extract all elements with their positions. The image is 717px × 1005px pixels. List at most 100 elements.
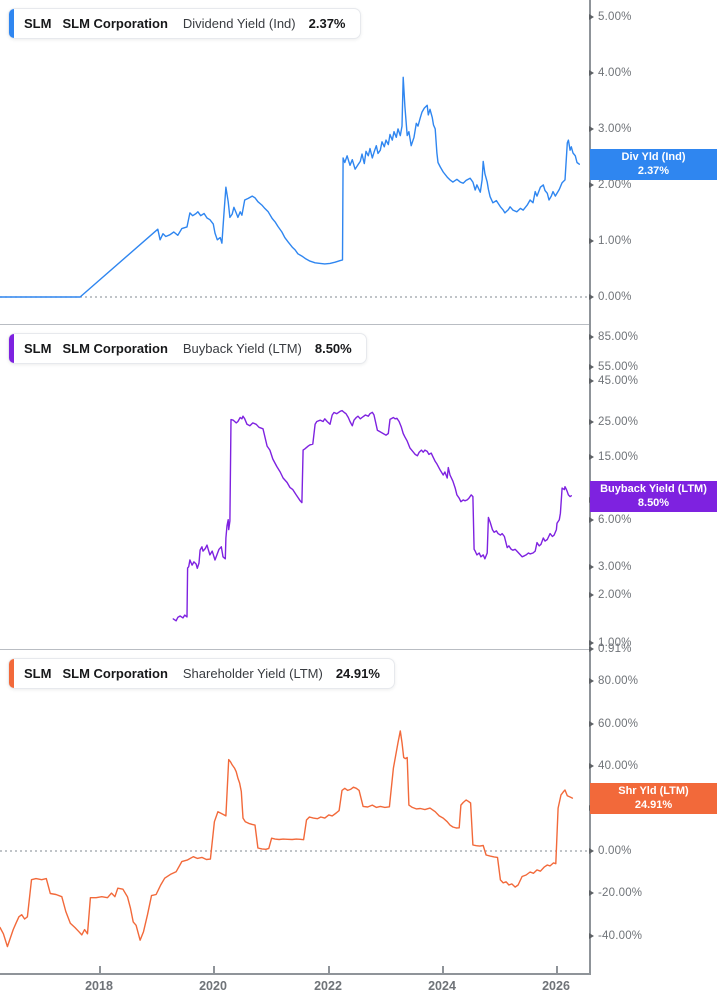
y-tick-label: 3.00%: [598, 123, 632, 135]
y-tick-2.00%: 2.00%: [589, 588, 632, 602]
y-tick-1.00%: 1.00%: [589, 234, 632, 248]
y-tick-3.00%: 3.00%: [589, 560, 632, 574]
metric-label: Dividend Yield (Ind): [182, 16, 296, 31]
y-tick-4.00%: 4.00%: [589, 66, 632, 80]
tick-arrow-icon: [589, 294, 594, 300]
x-tick-label-2020: 2020: [199, 979, 227, 993]
y-tick-label: 0.91%: [598, 643, 632, 655]
y-tick-6.00%: 6.00%: [589, 513, 632, 527]
buyback-yield-chart: [172, 409, 572, 622]
y-tick-label: 1.00%: [598, 637, 632, 649]
y-tick-label: 4.00%: [598, 67, 632, 79]
dividend-yield-ind--line: [0, 76, 580, 298]
x-tick-label-2022: 2022: [314, 979, 342, 993]
ticker-label: SLM: [24, 16, 52, 31]
tick-arrow-icon: [589, 364, 594, 370]
tick-arrow-icon: [589, 640, 594, 646]
y-tick-label: 45.00%: [598, 375, 639, 387]
y-tick-label: -20.00%: [598, 887, 643, 899]
x-tick-label-2018: 2018: [85, 979, 113, 993]
y-tick-label: 80.00%: [598, 675, 639, 687]
company-label: SLM Corporation: [62, 666, 168, 681]
tick-arrow-icon: [589, 890, 594, 896]
x-tick-label-2026: 2026: [542, 979, 570, 993]
y-tick-label: 1.00%: [598, 235, 632, 247]
dividend-yield-chart: [0, 76, 589, 298]
tick-arrow-icon: [589, 678, 594, 684]
y-tick-80.00%: 80.00%: [589, 674, 638, 688]
badge-series-value: 2.37%: [637, 164, 670, 177]
y-tick-55.00%: 55.00%: [589, 360, 638, 374]
tick-arrow-icon: [589, 721, 594, 727]
y-tick-label: 2.00%: [598, 179, 632, 191]
tick-arrow-icon: [589, 419, 594, 425]
metric-label: Buyback Yield (LTM): [182, 341, 302, 356]
last-value-badge-buyback-yield: Buyback Yield (LTM) 8.50%: [590, 481, 717, 512]
tick-arrow-icon: [589, 763, 594, 769]
tick-arrow-icon: [589, 933, 594, 939]
badge-series-name: Div Yld (Ind): [621, 151, 686, 163]
ticker-label: SLM: [24, 666, 52, 681]
y-tick-label: 0.00%: [598, 845, 632, 857]
y-tick--20.00%: -20.00%: [589, 886, 642, 900]
tick-arrow-icon: [589, 238, 594, 244]
legend-buyback-yield[interactable]: SLM SLM Corporation Buyback Yield (LTM) …: [8, 333, 367, 364]
y-tick-0.00%: 0.00%: [589, 290, 632, 304]
y-tick-label: 25.00%: [598, 416, 639, 428]
dividend-yield-panel: SLM SLM Corporation Dividend Yield (Ind)…: [0, 0, 717, 325]
company-label: SLM Corporation: [62, 16, 168, 31]
shareholder-yield-chart: [0, 730, 589, 948]
x-tick-mark: [328, 966, 330, 974]
last-value-badge-div-yld: Div Yld (Ind) 2.37%: [590, 149, 717, 180]
panel-divider: [0, 324, 590, 325]
y-tick-85.00%: 85.00%: [589, 330, 638, 344]
y-tick-0.91%: 0.91%: [589, 642, 632, 656]
metric-value: 8.50%: [314, 341, 352, 356]
y-tick-label: 0.00%: [598, 291, 632, 303]
tick-arrow-icon: [589, 14, 594, 20]
tick-arrow-icon: [589, 378, 594, 384]
metric-label: Shareholder Yield (LTM): [182, 666, 323, 681]
tick-arrow-icon: [589, 646, 594, 652]
y-tick-label: 40.00%: [598, 760, 639, 772]
series-color-bar: [9, 9, 14, 38]
company-label: SLM Corporation: [62, 341, 168, 356]
x-tick-mark: [213, 966, 215, 974]
y-tick-label: 60.00%: [598, 718, 639, 730]
legend-dividend-yield[interactable]: SLM SLM Corporation Dividend Yield (Ind)…: [8, 8, 361, 39]
y-tick--40.00%: -40.00%: [589, 929, 642, 943]
y-tick-2.00%: 2.00%: [589, 178, 632, 192]
y-tick-45.00%: 45.00%: [589, 374, 638, 388]
tick-arrow-icon: [589, 848, 594, 854]
badge-series-name: Buyback Yield (LTM): [600, 483, 707, 495]
y-tick-label: 15.00%: [598, 451, 639, 463]
y-tick-label: 2.00%: [598, 589, 632, 601]
x-tick-mark: [99, 966, 101, 974]
y-tick-label: 55.00%: [598, 361, 639, 373]
shareholder-yield-panel: SLM SLM Corporation Shareholder Yield (L…: [0, 650, 717, 974]
y-tick-label: 6.00%: [598, 514, 632, 526]
y-tick-5.00%: 5.00%: [589, 10, 632, 24]
y-tick-40.00%: 40.00%: [589, 759, 638, 773]
x-tick-mark: [556, 966, 558, 974]
tick-arrow-icon: [589, 592, 594, 598]
buyback-yield-panel: SLM SLM Corporation Buyback Yield (LTM) …: [0, 325, 717, 655]
panel-divider: [0, 649, 590, 650]
tick-arrow-icon: [589, 564, 594, 570]
y-tick-label: 3.00%: [598, 561, 632, 573]
badge-series-name: Shr Yld (LTM): [618, 785, 689, 797]
tick-arrow-icon: [589, 517, 594, 523]
tick-arrow-icon: [589, 126, 594, 132]
y-tick-15.00%: 15.00%: [589, 450, 638, 464]
tick-arrow-icon: [589, 454, 594, 460]
y-tick-1.00%: 1.00%: [589, 636, 632, 650]
y-tick-3.00%: 3.00%: [589, 122, 632, 136]
y-tick-label: 5.00%: [598, 11, 632, 23]
y-tick-60.00%: 60.00%: [589, 717, 638, 731]
tick-arrow-icon: [589, 70, 594, 76]
y-tick-25.00%: 25.00%: [589, 415, 638, 429]
tick-arrow-icon: [589, 334, 594, 340]
x-tick-mark: [442, 966, 444, 974]
legend-shareholder-yield[interactable]: SLM SLM Corporation Shareholder Yield (L…: [8, 658, 395, 689]
